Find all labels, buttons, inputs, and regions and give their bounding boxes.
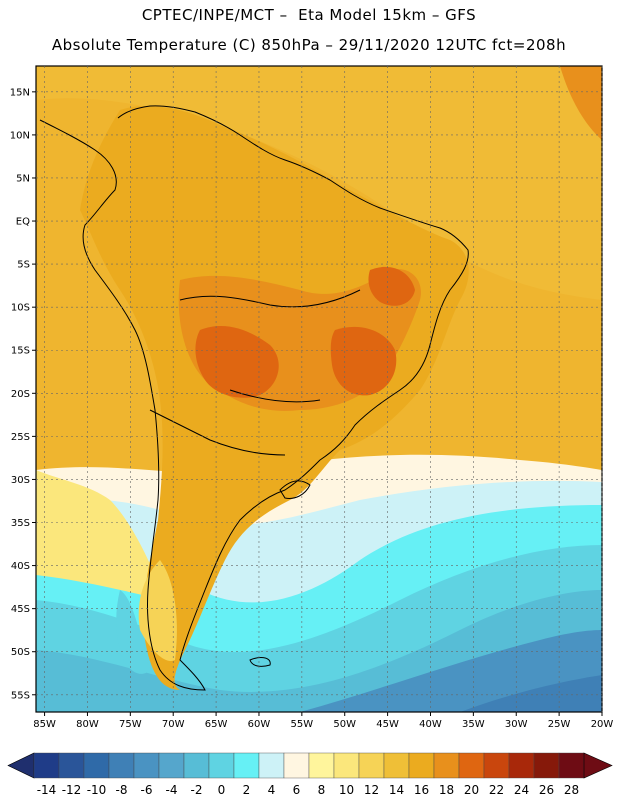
lat-label: 25S [11,432,30,443]
colorbar-label: -6 [141,783,153,797]
colorbar-label: -10 [87,783,107,797]
colorbar-label: 14 [389,783,404,797]
lon-label: 55W [291,719,314,730]
coastline [39,105,469,691]
lat-label: 40S [11,561,30,572]
lon-label: 75W [119,719,142,730]
colorbar-box [408,752,435,779]
colorbar-label: 22 [489,783,504,797]
colorbar-label: 2 [243,783,251,797]
graticule [36,66,603,712]
colorbar-box [183,752,210,779]
colorbar-label: 20 [464,783,479,797]
lon-label: 30W [505,719,528,730]
colorbar-box [158,752,185,779]
colorbar-box [483,752,510,779]
longitude-labels: 85W 80W 75W 70W 65W 60W 55W 50W 45W 40W 35W 30W 25W 2… [33,712,613,730]
lon-label: 80W [76,719,99,730]
colorbar-underflow-arrow [7,752,35,779]
colorbar-label: -2 [191,783,203,797]
lat-label: EQ [16,217,30,228]
lat-label: 10S [11,303,30,314]
lon-label: 40W [419,719,442,730]
colorbar-overflow-arrow [583,752,613,779]
colorbar-box [108,752,135,779]
colorbar-box [83,752,110,779]
lon-label: 45W [376,719,399,730]
colorbar-box [258,752,285,779]
colorbar-label: 18 [439,783,454,797]
colorbar-label: 10 [339,783,354,797]
lon-label: 65W [205,719,228,730]
lon-label: 60W [248,719,271,730]
temperature-field [36,66,602,712]
colorbar-label: -8 [116,783,128,797]
lat-label: 35S [11,518,30,529]
colorbar-label: 28 [564,783,579,797]
lon-label: 85W [33,719,56,730]
colorbar-label: 16 [414,783,429,797]
colorbar-label: 24 [514,783,529,797]
map-title-line2: Absolute Temperature (C) 850hPa – 29/11/… [51,36,567,54]
colorbar-box [558,752,585,779]
lon-label: 50W [333,719,356,730]
lon-label: 35W [462,719,485,730]
lat-label: 15S [11,346,30,357]
lat-label: 50S [11,647,30,658]
colorbar-box [308,752,335,779]
colorbar-box [333,752,360,779]
colorbar-label: -4 [166,783,178,797]
colorbar-box [208,752,235,779]
colorbar-box [508,752,535,779]
colorbar-label: -12 [62,783,82,797]
colorbar-box [533,752,560,779]
colorbar-label: 8 [318,783,326,797]
lat-label: 10N [10,130,30,141]
lat-label: 20S [11,389,30,400]
lat-label: 45S [11,604,30,615]
colorbar-box [133,752,160,779]
colorbar-box [383,752,410,779]
colorbar-box [58,752,85,779]
colorbar-box [458,752,485,779]
colorbar-box [358,752,385,779]
colorbar-label: -14 [37,783,57,797]
colorbar-label: 26 [539,783,554,797]
lon-label: 20W [591,719,614,730]
lon-label: 25W [548,719,571,730]
lon-label: 70W [162,719,185,730]
colorbar-label: 12 [364,783,379,797]
lat-label: 15N [10,87,30,98]
map-title-line1: CPTEC/INPE/MCT – Eta Model 15km – GFS [141,6,477,24]
colorbar-label: 4 [268,783,276,797]
lat-label: 5S [17,260,30,271]
colorbar-box [433,752,460,779]
colorbar-label: 6 [293,783,301,797]
lat-label: 30S [11,475,30,486]
latitude-labels: 15N 10N 5N EQ 5S 10S 15S 20S 25S 30S 35S 40S 45S 50S 5… [10,87,36,701]
map-frame [35,65,603,713]
colorbar-box [233,752,260,779]
colorbar-box [33,752,60,779]
colorbar-box [283,752,310,779]
colorbar: -14 -12 -10 -8 -6 -4 -2 0 2 4 6 8 10 12 14 16 18 20 22 24 26… [7,752,613,797]
lat-label: 55S [11,690,30,701]
lat-label: 5N [16,173,30,184]
colorbar-label: 0 [218,783,226,797]
